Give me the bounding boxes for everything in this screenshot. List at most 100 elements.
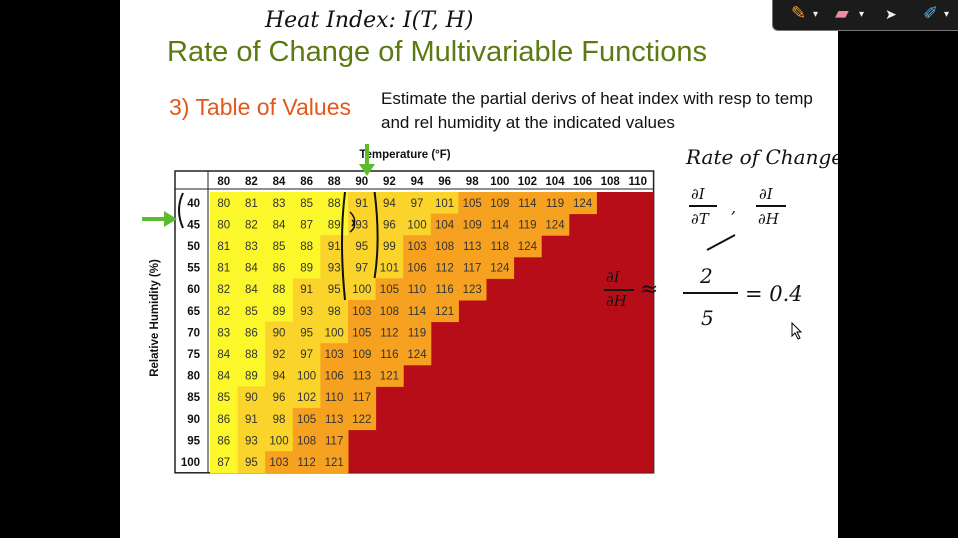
temp-column-header: 88 <box>328 176 341 188</box>
heat-cell-value: 89 <box>273 306 286 318</box>
heat-cell-value: 112 <box>435 263 453 275</box>
heat-cell-value: 88 <box>328 198 341 210</box>
temp-column-header: 82 <box>245 176 258 188</box>
heat-cell-value: 103 <box>352 306 371 318</box>
heat-cell-value: 92 <box>273 349 286 361</box>
heat-cell <box>265 429 294 452</box>
eraser-tool-icon[interactable]: ▰ <box>835 3 849 23</box>
temp-column-header: 84 <box>273 176 286 188</box>
heat-cell-value: 100 <box>325 327 344 339</box>
heat-cell <box>237 256 266 279</box>
heat-cell <box>320 343 349 366</box>
heat-cell-value: 105 <box>297 414 316 426</box>
heat-cell-value: 98 <box>328 306 341 318</box>
heat-cell-value: 103 <box>407 241 426 253</box>
heat-cell <box>292 213 321 236</box>
humidity-row-header: 90 <box>187 414 200 426</box>
heat-cell <box>237 192 266 215</box>
pen-tool-icon[interactable]: ✎ <box>791 3 807 23</box>
heat-cell <box>210 235 239 258</box>
heat-cell-value: 119 <box>408 327 426 339</box>
chevron-down-icon[interactable]: ▾ <box>944 9 950 20</box>
heat-cell-value: 83 <box>273 198 286 210</box>
heat-cell <box>375 321 404 344</box>
chevron-down-icon[interactable]: ▾ <box>859 9 865 20</box>
heat-cell <box>265 364 294 387</box>
chevron-down-icon[interactable]: ▾ <box>813 9 819 20</box>
green-arrow-right-head <box>164 211 177 227</box>
heat-cell-value: 95 <box>328 284 341 296</box>
humidity-row-header: 45 <box>187 219 200 231</box>
instructions-text: Estimate the partial derivs of heat inde… <box>381 89 813 132</box>
heat-cell-value: 91 <box>355 198 368 210</box>
heat-cell <box>237 451 266 474</box>
heat-cell-value: 112 <box>297 457 315 469</box>
heat-cell <box>486 256 515 279</box>
heat-cell <box>375 278 404 301</box>
heat-cell-value: 80 <box>217 198 230 210</box>
heat-cell-value: 89 <box>300 263 313 275</box>
handwritten-heat-index-title: Heat Index: I(T, H) <box>265 8 474 33</box>
temp-column-header: 110 <box>629 176 648 188</box>
heat-cell <box>375 256 404 279</box>
heat-cell-value: 119 <box>518 219 536 231</box>
humidity-row-header: 65 <box>187 306 200 318</box>
heat-cell <box>265 192 294 215</box>
heat-cell <box>348 386 377 409</box>
heat-cell <box>430 278 459 301</box>
heat-cell-value: 117 <box>353 392 371 404</box>
heat-cell <box>403 343 432 366</box>
heat-cell <box>292 192 321 215</box>
heat-cell <box>237 235 266 258</box>
heat-cell-value: 123 <box>463 284 482 296</box>
heat-cell <box>292 364 321 387</box>
mouse-cursor-icon <box>791 322 803 340</box>
approx-denominator: 5 <box>701 306 714 330</box>
select-pointer-icon[interactable]: ➤ <box>885 6 897 22</box>
highlighter-tool-icon[interactable]: ✐ <box>923 3 939 23</box>
heat-cell-value: 87 <box>300 219 313 231</box>
approx-numerator: 2 <box>700 264 713 288</box>
temp-column-header: 92 <box>383 176 396 188</box>
heat-cell-value: 109 <box>463 219 482 231</box>
heat-cell <box>403 278 432 301</box>
column-bracket-right <box>373 191 379 279</box>
heat-cell-value: 124 <box>490 263 510 275</box>
temp-column-header: 100 <box>490 176 509 188</box>
heat-cell <box>541 213 570 236</box>
temperature-axis-label: Temperature (°F) <box>359 149 450 161</box>
heat-cell <box>292 300 321 323</box>
heat-cell-value: 82 <box>217 284 230 296</box>
heat-cell-value: 105 <box>463 198 482 210</box>
heat-cell-value: 103 <box>325 349 344 361</box>
fraction-bar <box>604 289 634 291</box>
heat-cell <box>237 300 266 323</box>
heat-cell <box>375 213 404 236</box>
heat-cell-value: 89 <box>245 371 258 383</box>
heat-cell-value: 82 <box>217 306 230 318</box>
heat-cell <box>320 386 349 409</box>
heat-cell-value: 100 <box>297 371 316 383</box>
heat-cell <box>237 343 266 366</box>
heat-cell-value: 88 <box>300 241 313 253</box>
heat-cell-value: 99 <box>383 241 396 253</box>
heat-cell <box>292 321 321 344</box>
heat-cell <box>486 235 515 258</box>
heat-cell <box>210 213 239 236</box>
heat-cell <box>375 364 404 387</box>
heat-cell <box>237 321 266 344</box>
handwritten-rate-of-change: Rate of Change <box>686 145 838 169</box>
humidity-row-header: 40 <box>187 198 200 210</box>
humidity-row-header: 75 <box>187 349 200 361</box>
temp-column-header: 86 <box>300 176 313 188</box>
heat-cell <box>375 343 404 366</box>
heat-cell-value: 81 <box>217 241 230 253</box>
heat-cell-value: 95 <box>245 457 258 469</box>
row-bracket <box>178 192 184 229</box>
heat-cell <box>348 235 377 258</box>
heat-cell <box>265 300 294 323</box>
heat-cell-value: 84 <box>245 263 258 275</box>
heat-cell <box>210 386 239 409</box>
heat-cell <box>292 408 321 431</box>
heat-cell <box>568 192 597 215</box>
